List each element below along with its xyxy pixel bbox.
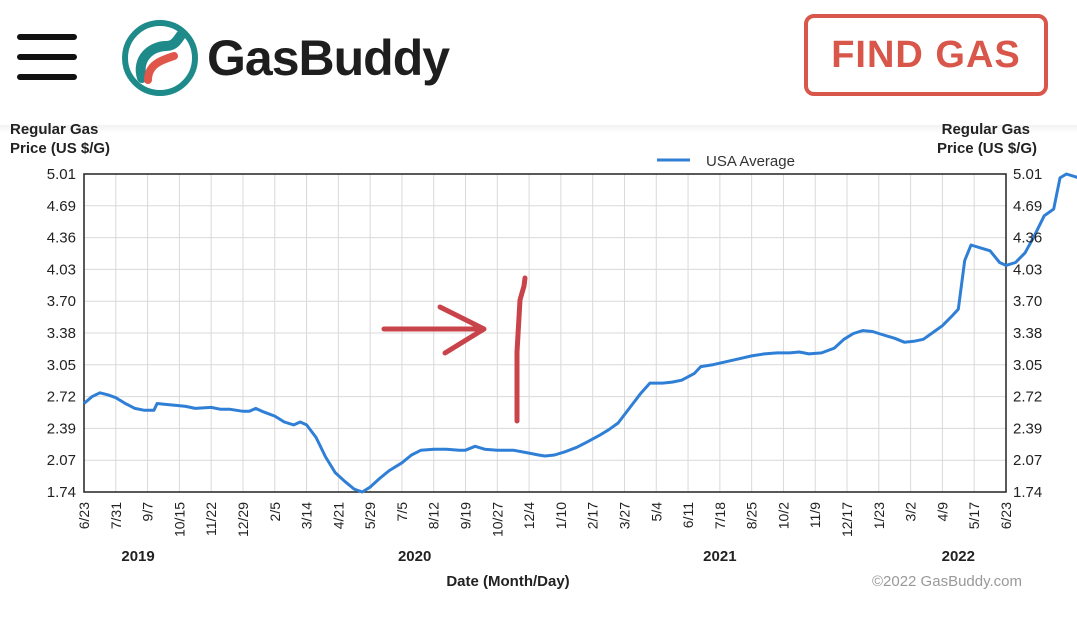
x-tick-label: 6/23 bbox=[998, 502, 1014, 529]
gasbuddy-road-logo-icon[interactable] bbox=[122, 20, 198, 96]
x-tick-label: 3/2 bbox=[903, 502, 919, 522]
x-tick-label: 7/18 bbox=[712, 502, 728, 529]
y-tick-label-right: 2.72 bbox=[1013, 389, 1042, 406]
y-tick-label-left: 2.39 bbox=[47, 420, 76, 437]
x-tick-label: 3/14 bbox=[299, 502, 315, 529]
red-arrow-annotation bbox=[381, 304, 487, 356]
y-tick-label-left: 2.07 bbox=[47, 452, 76, 469]
top-navigation-bar: GasBuddy FIND GAS bbox=[0, 0, 1077, 125]
y-axis-title-right: Price (US $/G) bbox=[937, 140, 1037, 157]
year-label: 2021 bbox=[703, 548, 736, 565]
year-label: 2022 bbox=[942, 548, 975, 565]
y-tick-label-right: 4.36 bbox=[1013, 230, 1042, 247]
x-tick-label: 10/27 bbox=[489, 502, 505, 537]
x-tick-label: 9/19 bbox=[458, 502, 474, 529]
x-tick-label: 7/31 bbox=[108, 502, 124, 529]
x-tick-label: 11/22 bbox=[203, 502, 219, 536]
y-tick-label-left: 1.74 bbox=[47, 484, 76, 501]
y-tick-label-right: 3.70 bbox=[1013, 293, 1042, 310]
x-tick-label: 1/23 bbox=[871, 502, 887, 529]
x-tick-label: 7/5 bbox=[394, 502, 410, 522]
x-tick-label: 9/7 bbox=[140, 502, 156, 522]
y-tick-label-right: 2.07 bbox=[1013, 452, 1042, 469]
x-tick-label: 6/11 bbox=[680, 502, 696, 528]
y-tick-label-right: 5.01 bbox=[1013, 166, 1042, 183]
y-tick-label-left: 4.03 bbox=[47, 261, 76, 278]
x-tick-label: 2/5 bbox=[267, 502, 283, 522]
x-tick-label: 5/29 bbox=[362, 502, 378, 529]
x-tick-label: 5/17 bbox=[966, 502, 982, 529]
y-tick-label-right: 4.69 bbox=[1013, 198, 1042, 215]
x-tick-label: 4/21 bbox=[330, 502, 346, 529]
y-tick-label-left: 3.05 bbox=[47, 357, 76, 374]
y-tick-label-left: 3.38 bbox=[47, 325, 76, 342]
y-tick-label-left: 4.69 bbox=[47, 198, 76, 215]
y-axis-title-left: Price (US $/G) bbox=[10, 140, 110, 157]
x-tick-label: 11/9 bbox=[807, 502, 823, 528]
x-tick-label: 12/17 bbox=[839, 502, 855, 537]
y-tick-label-left: 2.72 bbox=[47, 389, 76, 406]
y-tick-label-left: 5.01 bbox=[47, 166, 76, 183]
hamburger-menu-icon[interactable] bbox=[17, 34, 77, 80]
header-divider bbox=[0, 125, 1077, 133]
x-axis-title: Date (Month/Day) bbox=[446, 573, 569, 590]
x-tick-label: 6/23 bbox=[76, 502, 92, 529]
x-tick-label: 10/15 bbox=[171, 502, 187, 537]
x-tick-label: 8/12 bbox=[426, 502, 442, 529]
plot-frame bbox=[83, 173, 1007, 493]
x-tick-label: 1/10 bbox=[553, 502, 569, 529]
year-label: 2019 bbox=[121, 548, 154, 565]
x-tick-label: 12/29 bbox=[235, 502, 251, 537]
y-axis-title-right-cut: Regular Gas bbox=[942, 121, 1030, 138]
year-label: 2020 bbox=[398, 548, 431, 565]
y-tick-label-right: 1.74 bbox=[1013, 484, 1042, 501]
usa-average-line bbox=[83, 172, 1077, 494]
x-tick-label: 8/25 bbox=[744, 502, 760, 529]
find-gas-button[interactable]: FIND GAS bbox=[804, 14, 1048, 96]
y-tick-label-left: 4.36 bbox=[47, 230, 76, 247]
y-tick-label-left: 3.70 bbox=[47, 293, 76, 310]
x-tick-label: 12/4 bbox=[521, 502, 537, 529]
chart-grid bbox=[83, 173, 1007, 493]
x-tick-label: 3/27 bbox=[616, 502, 632, 529]
legend-label: USA Average bbox=[706, 153, 795, 170]
y-tick-label-right: 3.38 bbox=[1013, 325, 1042, 342]
brand-name[interactable]: GasBuddy bbox=[207, 30, 450, 86]
y-tick-label-right: 4.03 bbox=[1013, 261, 1042, 278]
x-tick-label: 5/4 bbox=[648, 502, 664, 522]
red-vertical-marker-annotation bbox=[514, 275, 528, 424]
x-tick-label: 2/17 bbox=[585, 502, 601, 529]
y-axis-title-left-cut: Regular Gas bbox=[10, 121, 98, 138]
x-tick-label: 4/9 bbox=[934, 502, 950, 522]
y-tick-label-right: 2.39 bbox=[1013, 420, 1042, 437]
y-tick-label-right: 3.05 bbox=[1013, 357, 1042, 374]
copyright-text: ©2022 GasBuddy.com bbox=[872, 573, 1022, 590]
x-tick-label: 10/2 bbox=[775, 502, 791, 529]
